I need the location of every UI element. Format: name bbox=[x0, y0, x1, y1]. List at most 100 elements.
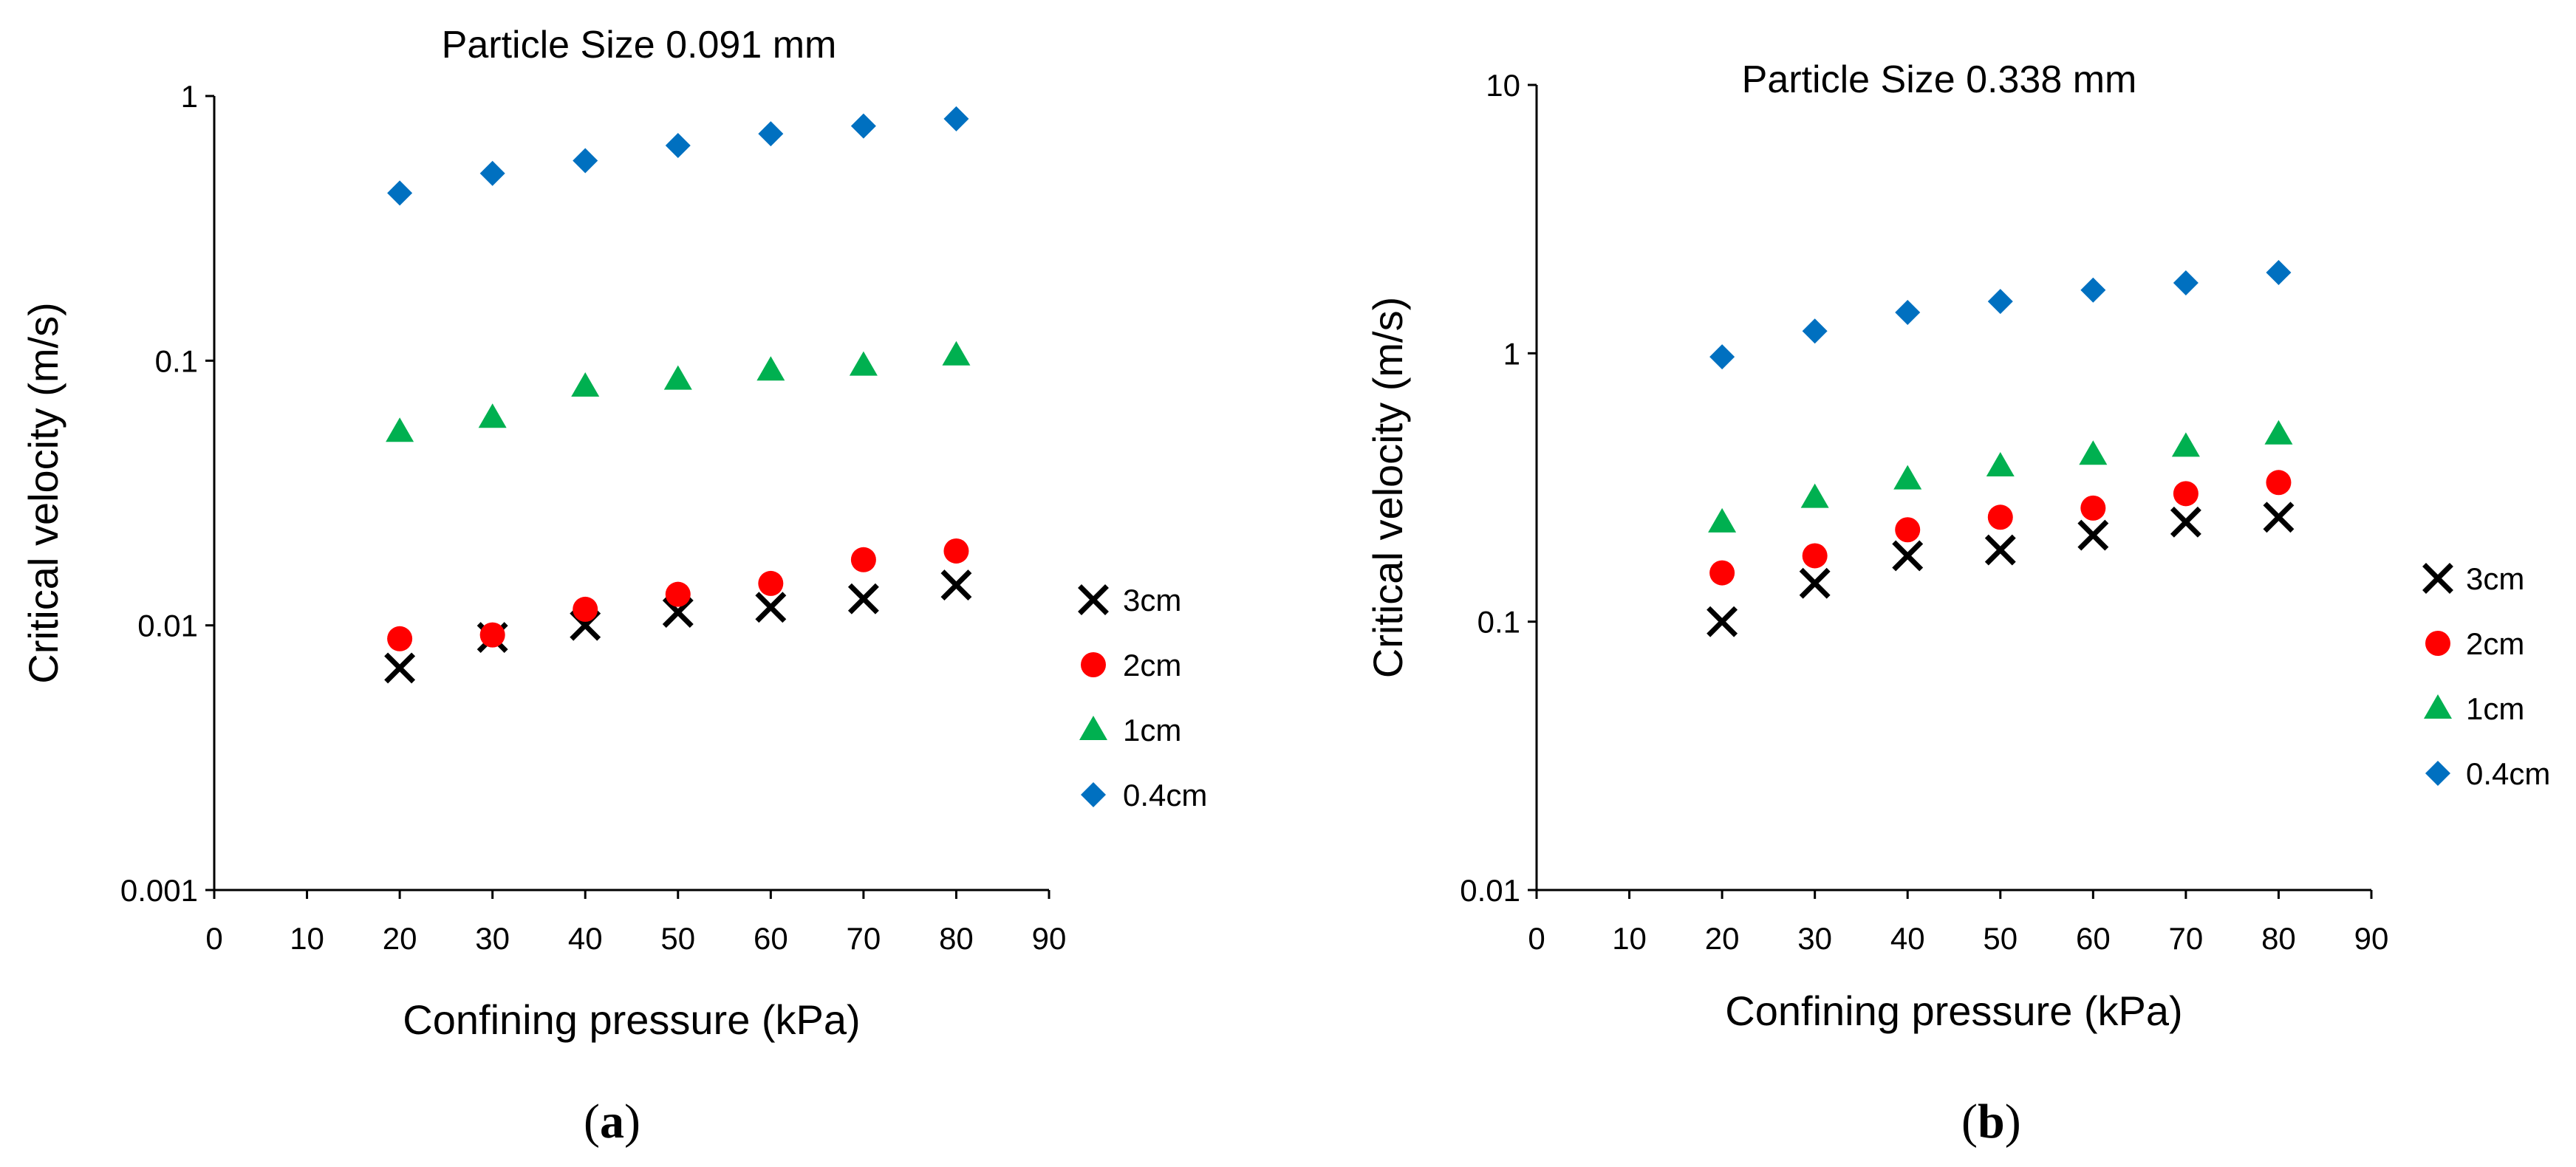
data-point-2cm bbox=[1709, 560, 1735, 586]
data-point-2cm bbox=[2080, 495, 2106, 521]
data-point-0.4cm bbox=[387, 180, 413, 206]
x-tick-label: 80 bbox=[939, 921, 974, 956]
y-axis-label: Critical velocity (m/s) bbox=[1364, 297, 1411, 678]
chart-panel-b: 0 10 20 30 40 50 60 70 80 90 0.01 0.1 1 10 Particle Si… bbox=[1364, 58, 2550, 1149]
data-point-3cm bbox=[2263, 502, 2295, 533]
data-point-0.4cm bbox=[2080, 277, 2106, 303]
legend-marker-0.4cm bbox=[1081, 782, 1106, 807]
data-point-0.4cm bbox=[1709, 344, 1735, 370]
data-point-0.4cm bbox=[479, 160, 505, 186]
x-tick-label: 40 bbox=[1890, 921, 1925, 956]
x-tick-label: 90 bbox=[2354, 921, 2389, 956]
series-2cm bbox=[1709, 470, 2292, 586]
data-point-0.4cm bbox=[2266, 259, 2292, 285]
data-point-0.4cm bbox=[1802, 318, 1828, 344]
legend-marker-1cm bbox=[1079, 716, 1107, 740]
x-tick-label: 20 bbox=[383, 921, 417, 956]
x-tick-label: 80 bbox=[2261, 921, 2296, 956]
panel-label-open: ( bbox=[584, 1095, 600, 1149]
legend-label: 1cm bbox=[1123, 713, 1181, 747]
data-point-0.4cm bbox=[758, 121, 784, 147]
data-point-2cm bbox=[479, 622, 505, 648]
data-point-2cm bbox=[2173, 481, 2199, 507]
series-0.4cm bbox=[387, 106, 969, 206]
legend-label: 0.4cm bbox=[2466, 756, 2550, 791]
x-tick-label: 70 bbox=[2169, 921, 2204, 956]
data-point-2cm bbox=[2266, 470, 2292, 496]
data-point-3cm bbox=[1706, 606, 1738, 637]
panel-label: (b) bbox=[1961, 1095, 2021, 1149]
data-point-2cm bbox=[943, 538, 969, 564]
chart-title: Particle Size 0.338 mm bbox=[1742, 58, 2137, 101]
panel-label-letter: b bbox=[1978, 1095, 2005, 1149]
y-tick-label: 1 bbox=[1503, 336, 1520, 371]
x-tick-label: 40 bbox=[568, 921, 603, 956]
x-tick-label: 10 bbox=[1612, 921, 1647, 956]
data-point-2cm bbox=[387, 626, 413, 651]
data-point-3cm bbox=[1892, 540, 1924, 572]
chart-title: Particle Size 0.091 mm bbox=[442, 24, 837, 66]
data-point-1cm bbox=[478, 403, 507, 428]
series-2cm bbox=[387, 538, 969, 651]
data-point-1cm bbox=[2264, 420, 2293, 445]
y-tick-label: 0.001 bbox=[120, 873, 198, 908]
data-point-3cm bbox=[940, 569, 972, 601]
data-point-0.4cm bbox=[850, 113, 876, 139]
data-point-1cm bbox=[1800, 483, 1829, 508]
chart-panel-a: 0 10 20 30 40 50 60 70 80 90 0.001 0.01 0.1 1 Particle… bbox=[20, 24, 1207, 1149]
legend: 3cm 2cm 1cm 0.4cm bbox=[1078, 583, 1207, 812]
data-point-2cm bbox=[665, 581, 691, 607]
data-point-0.4cm bbox=[1895, 300, 1921, 326]
panel-label: (a) bbox=[584, 1095, 640, 1149]
data-point-2cm bbox=[1895, 517, 1921, 543]
data-point-1cm bbox=[756, 356, 785, 381]
legend: 3cm 2cm 1cm 0.4cm bbox=[2422, 561, 2550, 791]
data-point-3cm bbox=[2170, 506, 2201, 538]
legend-label: 3cm bbox=[2466, 561, 2524, 596]
data-point-0.4cm bbox=[2173, 270, 2199, 295]
data-point-3cm bbox=[1984, 534, 2016, 566]
data-point-1cm bbox=[849, 351, 878, 376]
legend-marker-3cm bbox=[2422, 563, 2453, 594]
data-point-1cm bbox=[1708, 507, 1737, 533]
data-point-2cm bbox=[1802, 543, 1828, 569]
legend-marker-2cm bbox=[2425, 631, 2450, 656]
x-tick-label: 50 bbox=[660, 921, 695, 956]
x-tick-label: 0 bbox=[1528, 921, 1545, 956]
data-point-3cm bbox=[384, 652, 416, 684]
series-1cm bbox=[386, 340, 971, 442]
x-tick-label: 30 bbox=[1797, 921, 1832, 956]
x-tick-label: 50 bbox=[1983, 921, 2018, 956]
x-tick-label: 70 bbox=[847, 921, 881, 956]
legend-label: 2cm bbox=[2466, 626, 2524, 661]
data-point-0.4cm bbox=[665, 133, 691, 159]
data-point-1cm bbox=[2079, 440, 2108, 465]
data-point-3cm bbox=[847, 583, 879, 615]
data-point-2cm bbox=[850, 547, 876, 572]
legend-label: 2cm bbox=[1123, 648, 1181, 682]
legend-label: 3cm bbox=[1123, 583, 1181, 617]
data-point-1cm bbox=[2171, 432, 2200, 457]
y-tick-label: 0.01 bbox=[1460, 873, 1520, 908]
x-tick-label: 60 bbox=[2076, 921, 2111, 956]
data-point-2cm bbox=[1987, 504, 2013, 530]
legend-label: 1cm bbox=[2466, 691, 2524, 726]
x-tick-label: 30 bbox=[475, 921, 510, 956]
x-tick-label: 10 bbox=[290, 921, 324, 956]
y-tick-label: 0.1 bbox=[1477, 605, 1520, 640]
legend-marker-0.4cm bbox=[2425, 761, 2450, 786]
data-point-1cm bbox=[1986, 452, 2015, 477]
x-tick-label: 0 bbox=[205, 921, 222, 956]
panel-label-close: ) bbox=[624, 1095, 640, 1149]
y-tick-label: 0.1 bbox=[155, 343, 198, 378]
y-axis-label: Critical velocity (m/s) bbox=[20, 302, 66, 683]
data-point-3cm bbox=[2077, 519, 2109, 551]
data-point-1cm bbox=[571, 372, 600, 397]
panel-label-open: ( bbox=[1961, 1095, 1978, 1149]
data-point-3cm bbox=[1799, 567, 1831, 599]
data-point-2cm bbox=[573, 596, 598, 622]
panel-label-letter: a bbox=[600, 1095, 624, 1149]
x-axis-label: Confining pressure (kPa) bbox=[403, 996, 860, 1043]
legend-marker-2cm bbox=[1081, 652, 1106, 677]
